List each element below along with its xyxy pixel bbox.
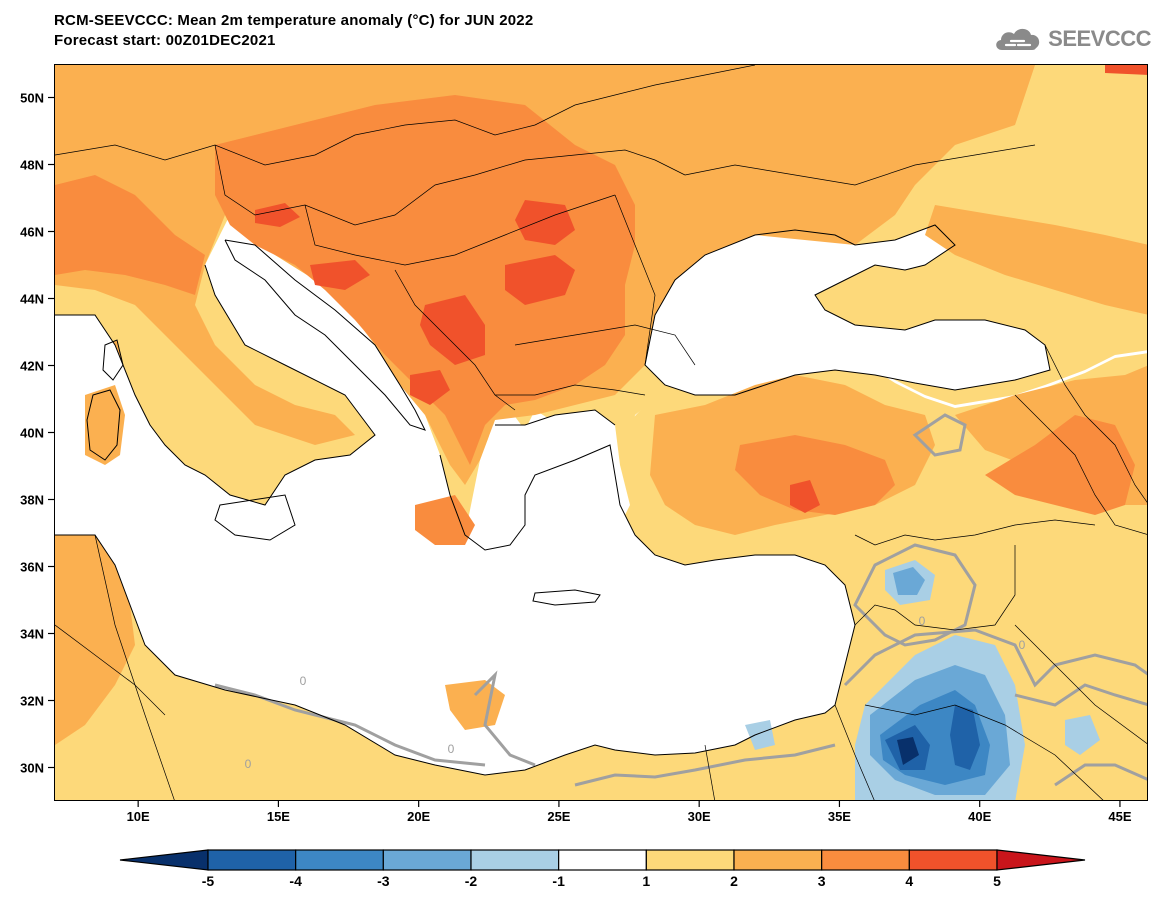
aegean-sea [485, 410, 630, 550]
map-panel: 0 0 0 0 0 [54, 64, 1148, 801]
colorbar-level-label: 1 [642, 873, 651, 889]
coastlines [55, 224, 1051, 776]
lon-tick-label: 40E [968, 809, 992, 824]
colorbar-segment [733, 849, 823, 871]
forecast-start: Forecast start: 00Z01DEC2021 [54, 32, 276, 49]
colorbar-level-label: -2 [464, 873, 478, 889]
lon-tick-label: 35E [827, 809, 851, 824]
cool-anomaly [745, 560, 1100, 800]
colorbar-segment [470, 849, 560, 871]
colorbar-level-label: 4 [905, 873, 914, 889]
colorbar-segment [382, 849, 472, 871]
colorbar-segment [295, 849, 384, 871]
colorbar-segment [908, 849, 998, 871]
lat-tick-label: 32N [20, 693, 44, 708]
zero-contour-label: 0 [448, 742, 455, 756]
lat-tick-label: 50N [20, 90, 44, 105]
lon-tick-label: 10E [126, 809, 150, 824]
mediterranean-sea [55, 215, 855, 775]
country-borders [55, 65, 1147, 800]
colorbar-level-label: 5 [993, 873, 1001, 889]
colorbar-level-label: -3 [377, 873, 390, 889]
lon-tick-label: 15E [266, 809, 290, 824]
colorbar-level-label: -1 [552, 873, 565, 889]
colorbar-segment [645, 849, 735, 871]
colorbar-level-label: 3 [817, 873, 826, 889]
zero-contour-label: 0 [300, 674, 307, 688]
colorbar-level-label: -5 [201, 873, 215, 889]
lat-tick-label: 38N [20, 492, 44, 507]
lat-tick-label: 42N [20, 358, 44, 373]
lat-tick-label: 46N [20, 224, 44, 239]
cloud-icon [996, 28, 1040, 50]
colorbar-min-arrow [119, 849, 209, 871]
lon-tick-label: 30E [687, 809, 711, 824]
warm-anomaly-4-5 [255, 65, 1147, 513]
zero-contour-label: 0 [919, 614, 926, 628]
colorbar-level-label: -4 [289, 873, 302, 889]
colorbar-segment [558, 849, 647, 871]
sea-mask [55, 215, 1050, 775]
lat-tick-label: 40N [20, 425, 44, 440]
anomaly-map: 0 0 0 0 0 [55, 65, 1147, 800]
colorbar-segment [821, 849, 910, 871]
zero-contour-labels: 0 0 0 0 0 [245, 614, 1026, 771]
lat-tick-label: 36N [20, 559, 44, 574]
zero-contour-label: 0 [1019, 638, 1026, 652]
colorbar-segment [207, 849, 297, 871]
warm-anomaly-3-4 [55, 95, 1135, 545]
zero-contour-label: 0 [245, 757, 252, 771]
lat-tick-label: 34N [20, 626, 44, 641]
lon-tick-label: 25E [547, 809, 571, 824]
lon-tick-label: 45E [1108, 809, 1132, 824]
lat-tick-label: 48N [20, 157, 44, 172]
black-sea [645, 225, 1050, 395]
lat-tick-label: 30N [20, 760, 44, 775]
lat-tick-label: 44N [20, 291, 44, 306]
zero-contour [214, 413, 1147, 787]
chart-title: RCM-SEEVCCC: Mean 2m temperature anomaly… [54, 12, 534, 29]
lon-tick-label: 20E [407, 809, 431, 824]
chart-title-block: RCM-SEEVCCC: Mean 2m temperature anomaly… [54, 11, 533, 51]
logo-text: SEEVCCC [1048, 26, 1151, 51]
colorbar-level-label: 2 [730, 873, 738, 889]
colorbar-max-arrow [996, 849, 1086, 871]
seevccc-logo: SEEVCCC [992, 22, 1151, 56]
